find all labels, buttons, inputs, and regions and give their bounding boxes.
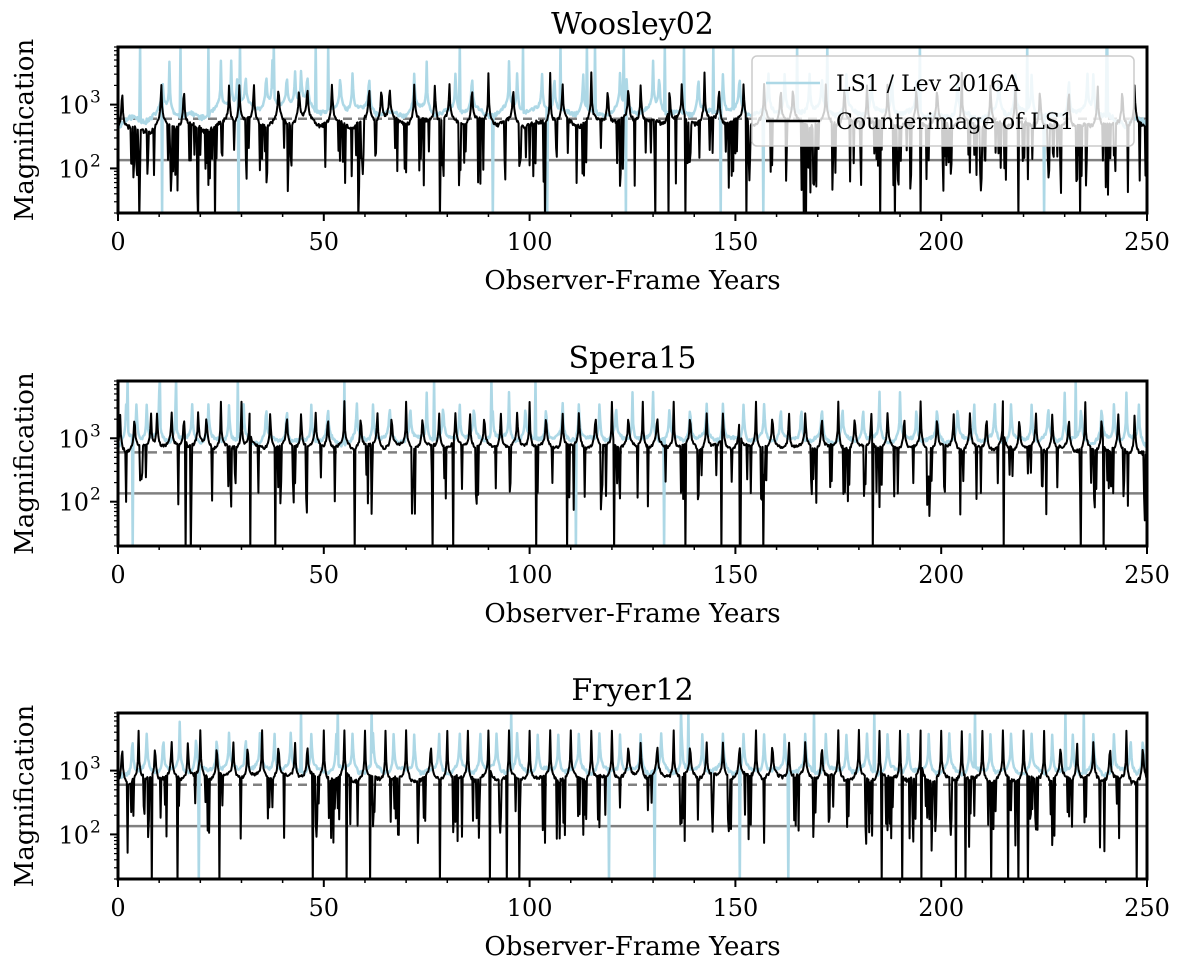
x-tick-label: 50 [309,561,340,589]
y-tick-exponent: 3 [90,88,101,108]
chart-title: Woosley02 [551,7,714,42]
x-tick-label: 200 [918,894,964,922]
x-tick-label: 0 [110,561,125,589]
x-tick-label: 150 [712,228,758,256]
y-axis-label: Magnification [10,39,40,222]
x-tick-label: 250 [1124,228,1170,256]
x-tick-label: 0 [110,894,125,922]
x-axis-label: Observer-Frame Years [484,932,780,962]
x-tick-label: 0 [110,228,125,256]
y-tick-exponent: 2 [90,485,101,505]
x-tick-label: 200 [918,561,964,589]
x-tick-label: 150 [712,561,758,589]
x-tick-label: 100 [507,894,553,922]
x-tick-label: 100 [507,228,553,256]
y-tick-label: 10 [58,489,89,517]
legend-label: LS1 / Lev 2016A [836,72,1021,97]
y-axis-label: Magnification [10,705,40,888]
x-tick-label: 200 [918,228,964,256]
series-line-counterimage [118,728,1147,879]
legend: LS1 / Lev 2016A Counterimage of LS1 [751,55,1135,147]
y-tick-label: 10 [58,155,89,183]
chart-title: Fryer12 [571,673,693,708]
legend-box [751,55,1135,147]
chart-title: Spera15 [569,341,697,376]
x-axis-label: Observer-Frame Years [484,599,780,629]
y-tick-label: 10 [58,758,89,786]
y-tick-label: 10 [58,821,89,849]
series-line-counterimage [118,400,1147,546]
x-tick-label: 50 [309,228,340,256]
legend-label: Counterimage of LS1 [836,110,1074,135]
x-tick-label: 250 [1124,561,1170,589]
y-tick-exponent: 3 [90,754,101,774]
y-axis-label: Magnification [10,372,40,555]
y-tick-label: 10 [58,92,89,120]
y-tick-exponent: 2 [90,151,101,171]
y-tick-exponent: 2 [90,817,101,837]
x-tick-label: 50 [309,894,340,922]
x-tick-label: 250 [1124,894,1170,922]
series-line-ls1 [118,713,1147,879]
x-tick-label: 100 [507,561,553,589]
x-tick-label: 150 [712,894,758,922]
y-tick-label: 10 [58,425,89,453]
x-axis-label: Observer-Frame Years [484,266,780,296]
y-tick-exponent: 3 [90,421,101,441]
